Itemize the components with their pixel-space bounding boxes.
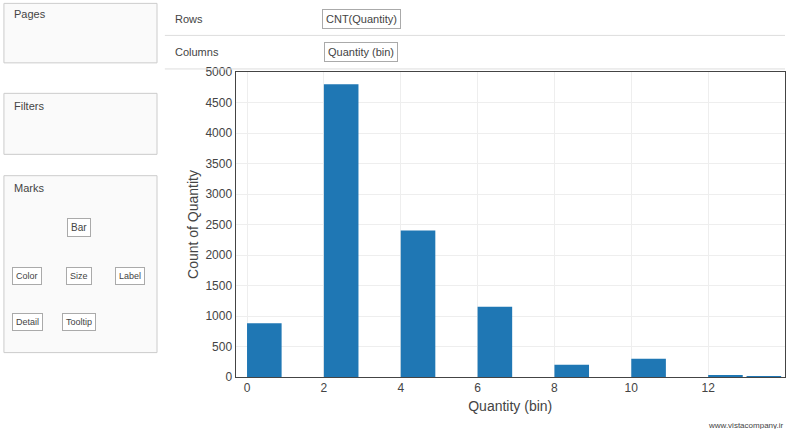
svg-text:6: 6 bbox=[474, 381, 481, 395]
svg-text:3500: 3500 bbox=[205, 157, 232, 171]
svg-text:0: 0 bbox=[225, 370, 232, 384]
svg-text:Quantity (bin): Quantity (bin) bbox=[328, 46, 394, 58]
svg-text:4: 4 bbox=[397, 381, 404, 395]
svg-text:4000: 4000 bbox=[205, 126, 232, 140]
svg-text:8: 8 bbox=[551, 381, 558, 395]
svg-text:CNT(Quantity): CNT(Quantity) bbox=[326, 13, 397, 25]
svg-text:5000: 5000 bbox=[205, 65, 232, 79]
svg-text:4500: 4500 bbox=[205, 96, 232, 110]
svg-text:Detail: Detail bbox=[16, 317, 39, 327]
svg-text:1000: 1000 bbox=[205, 309, 232, 323]
svg-text:0: 0 bbox=[244, 381, 251, 395]
svg-text:1500: 1500 bbox=[205, 279, 232, 293]
svg-text:10: 10 bbox=[625, 381, 639, 395]
svg-text:Color: Color bbox=[16, 271, 38, 281]
svg-text:Marks: Marks bbox=[14, 182, 44, 194]
svg-text:3000: 3000 bbox=[205, 187, 232, 201]
svg-text:500: 500 bbox=[212, 340, 232, 354]
svg-text:Columns: Columns bbox=[175, 46, 219, 58]
svg-text:Label: Label bbox=[119, 271, 141, 281]
svg-text:2: 2 bbox=[321, 381, 328, 395]
svg-text:Size: Size bbox=[70, 271, 88, 281]
svg-text:2500: 2500 bbox=[205, 218, 232, 232]
svg-text:Quantity (bin): Quantity (bin) bbox=[468, 398, 552, 414]
svg-text:Tooltip: Tooltip bbox=[66, 317, 92, 327]
svg-text:Filters: Filters bbox=[14, 100, 44, 112]
svg-text:2000: 2000 bbox=[205, 248, 232, 262]
svg-text:Rows: Rows bbox=[175, 13, 203, 25]
svg-text:Bar: Bar bbox=[71, 222, 87, 233]
svg-text:Count of Quantity: Count of Quantity bbox=[185, 170, 201, 279]
svg-text:12: 12 bbox=[701, 381, 715, 395]
svg-text:Pages: Pages bbox=[14, 8, 46, 20]
svg-text:www.vistacompany.ir: www.vistacompany.ir bbox=[708, 421, 783, 429]
